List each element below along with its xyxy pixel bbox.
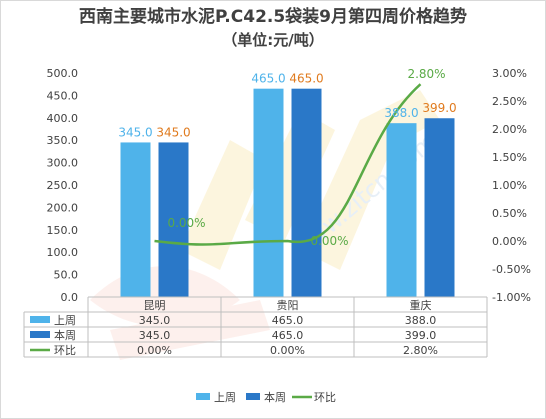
table-cell: 2.80% [403, 344, 438, 357]
y-tick-label: 400.0 [47, 112, 79, 125]
y2-tick-label: 2.00% [492, 123, 527, 136]
legend-item-上周: 上周 [196, 391, 236, 404]
table-cell: 0.00% [270, 344, 305, 357]
bar-上周-昆明 [120, 142, 151, 297]
line-data-label: 0.00% [167, 216, 205, 230]
legend-swatch [196, 393, 210, 400]
left-axis: 0.0 50.0 100.0 150.0 200.0 250.0 300.0 350.0 400… [47, 67, 79, 304]
y2-tick-label: -1.00% [492, 291, 531, 304]
y-tick-label: 350.0 [47, 134, 79, 147]
right-axis: -1.00% -0.50% 0.00% 0.50% 1.00% 1.50% 2.00% 2.5… [492, 67, 531, 304]
bar-本周-贵阳 [291, 88, 322, 298]
y2-tick-label: 0.50% [492, 207, 527, 220]
table-cell: 399.0 [405, 329, 437, 342]
bars-layer [120, 88, 455, 298]
x-tick-label: 昆明 [144, 299, 166, 312]
line-data-label: 0.00% [310, 234, 348, 248]
y-tick-label: 450.0 [47, 89, 79, 102]
table-legend-swatch [30, 331, 50, 338]
y-tick-label: 0.0 [61, 291, 79, 304]
x-tick-label: 贵阳 [277, 299, 299, 312]
y-tick-label: 300.0 [47, 157, 79, 170]
y-tick-label: 100.0 [47, 246, 79, 259]
x-tick-label: 重庆 [410, 298, 432, 312]
y2-tick-label: 2.50% [492, 95, 527, 108]
y2-tick-label: 0.00% [492, 235, 527, 248]
legend: 上周 本周 环比 [196, 390, 336, 404]
table-row-label: 环比 [54, 344, 76, 357]
legend-swatch [246, 393, 260, 400]
y-tick-label: 250.0 [47, 179, 79, 192]
y-tick-label: 150.0 [47, 224, 79, 237]
y2-tick-label: -0.50% [492, 263, 531, 276]
bar-本周-重庆 [424, 118, 455, 297]
y-tick-label: 50.0 [54, 269, 79, 282]
bar-data-label: 345.0 [156, 125, 190, 139]
y2-tick-label: 1.00% [492, 179, 527, 192]
y-tick-label: 500.0 [47, 67, 79, 80]
legend-label: 本周 [264, 390, 286, 404]
chart-subtitle: （单位:元/吨） [222, 31, 324, 49]
table-row-label: 本周 [54, 328, 76, 342]
y-tick-label: 200.0 [47, 201, 79, 214]
bar-上周-贵阳 [253, 88, 284, 298]
table-cell: 465.0 [272, 314, 304, 327]
bar-data-label: 465.0 [289, 72, 323, 86]
table-cell: 345.0 [139, 329, 171, 342]
bar-data-label: 399.0 [422, 101, 456, 115]
table-legend-swatch [30, 316, 50, 323]
data-labels-layer: 345.0 465.0 388.0 345.0 465.0 399.0 0.00% 0.00%… [118, 67, 456, 248]
table-cell: 388.0 [405, 314, 437, 327]
bar-data-label: 465.0 [251, 72, 285, 86]
y2-tick-label: 1.50% [492, 151, 527, 164]
table-cell: 0.00% [137, 344, 172, 357]
legend-label: 环比 [314, 391, 336, 404]
bar-data-label: 388.0 [384, 106, 418, 120]
table-row-label: 上周 [54, 314, 76, 327]
chart-title: 西南主要城市水泥P.C42.5袋装9月第四周价格趋势 [78, 7, 468, 27]
bar-上周-重庆 [386, 123, 417, 298]
legend-item-环比: 环比 [292, 391, 336, 404]
legend-label: 上周 [214, 391, 236, 404]
line-data-label: 2.80% [407, 67, 445, 81]
bar-data-label: 345.0 [118, 125, 152, 139]
line-layer [154, 83, 422, 246]
y2-tick-label: 3.00% [492, 67, 527, 80]
line-series-环比 [154, 83, 422, 246]
legend-item-本周: 本周 [246, 390, 286, 404]
table-cell: 345.0 [139, 314, 171, 327]
bar-本周-昆明 [158, 142, 189, 297]
table-cell: 465.0 [272, 329, 304, 342]
